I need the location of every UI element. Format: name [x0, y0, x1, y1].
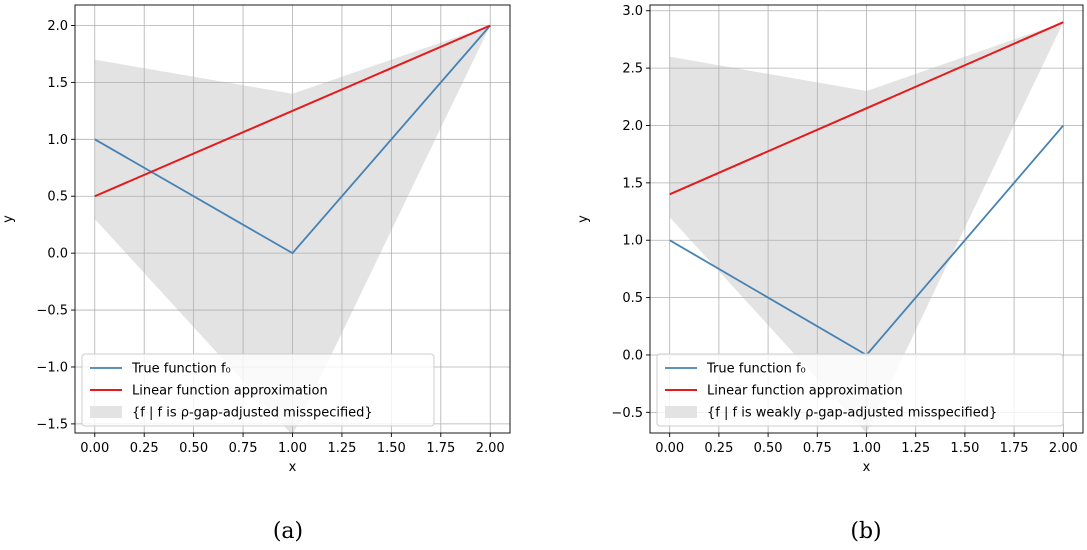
x-tick-label: 1.75 — [426, 441, 455, 456]
y-tick-label: 1.0 — [622, 234, 643, 249]
legend-box — [81, 353, 435, 427]
x-tick-label: 0.00 — [80, 441, 109, 456]
y-tick-label: 0.5 — [622, 291, 643, 306]
x-tick-label: 0.50 — [179, 441, 208, 456]
legend-band-swatch — [665, 406, 697, 418]
x-tick-label: 0.00 — [655, 441, 684, 456]
x-tick-label: 0.75 — [803, 441, 832, 456]
legend-true-function-label: True function f₀ — [706, 362, 806, 377]
y-tick-label: 2.0 — [622, 119, 643, 134]
y-tick-label: −0.5 — [36, 304, 68, 319]
y-tick-label: −1.0 — [36, 360, 68, 375]
linear-approximation-line — [669, 21, 1064, 196]
y-tick-label: 0.0 — [47, 247, 68, 262]
x-tick-label: 1.50 — [950, 441, 979, 456]
x-tick-label: 0.25 — [704, 441, 733, 456]
y-tick-label: −0.5 — [611, 406, 643, 421]
legend-linear-approx-label: Linear function approximation — [707, 384, 903, 399]
true-function-line — [94, 24, 491, 255]
y-tick-label: 1.5 — [622, 176, 643, 191]
linear-approximation-line — [94, 24, 491, 198]
legend-box — [656, 353, 1064, 427]
y-tick-label: −1.5 — [36, 417, 68, 432]
y-tick-label: 1.0 — [47, 133, 68, 148]
y-tick-label: 3.0 — [622, 4, 643, 19]
x-axis-label: x — [863, 460, 871, 475]
y-tick-label: 2.0 — [47, 19, 68, 34]
x-tick-label: 1.25 — [901, 441, 930, 456]
y-tick-label: 0.5 — [47, 190, 68, 205]
x-axis-label: x — [289, 460, 297, 475]
legend-band-label: {f | f is weakly ρ-gap-adjusted misspeci… — [707, 406, 997, 421]
x-tick-label: 0.75 — [229, 441, 258, 456]
x-tick-label: 1.50 — [377, 441, 406, 456]
x-tick-label: 1.00 — [852, 441, 881, 456]
y-axis-label: y — [576, 215, 591, 223]
x-tick-label: 0.25 — [130, 441, 159, 456]
legend-linear-approx-label: Linear function approximation — [132, 384, 328, 399]
legend-band-swatch — [90, 406, 122, 418]
y-tick-label: 1.5 — [47, 76, 68, 91]
x-tick-label: 0.50 — [754, 441, 783, 456]
panel-a: 0.00 0.25 0.50 0.75 1.00 1.25 1.50 1.75 2.00 −1.5… — [1, 4, 511, 544]
panel-caption: (b) — [850, 519, 881, 544]
x-tick-label: 1.25 — [327, 441, 356, 456]
x-tick-label: 2.00 — [1049, 441, 1078, 456]
x-tick-label: 1.00 — [278, 441, 307, 456]
y-tick-label: 2.5 — [622, 62, 643, 77]
y-tick-label: 0.0 — [622, 348, 643, 363]
panel-caption: (a) — [273, 519, 303, 544]
legend-true-function-label: True function f₀ — [131, 362, 231, 377]
y-axis-label: y — [1, 215, 16, 223]
legend-band-label: {f | f is ρ-gap-adjusted misspecified} — [132, 406, 373, 421]
x-tick-label: 1.75 — [1000, 441, 1029, 456]
panel-b: 0.00 0.25 0.50 0.75 1.00 1.25 1.50 1.75 2.00 −0.5… — [576, 4, 1084, 544]
x-tick-label: 2.00 — [476, 441, 505, 456]
